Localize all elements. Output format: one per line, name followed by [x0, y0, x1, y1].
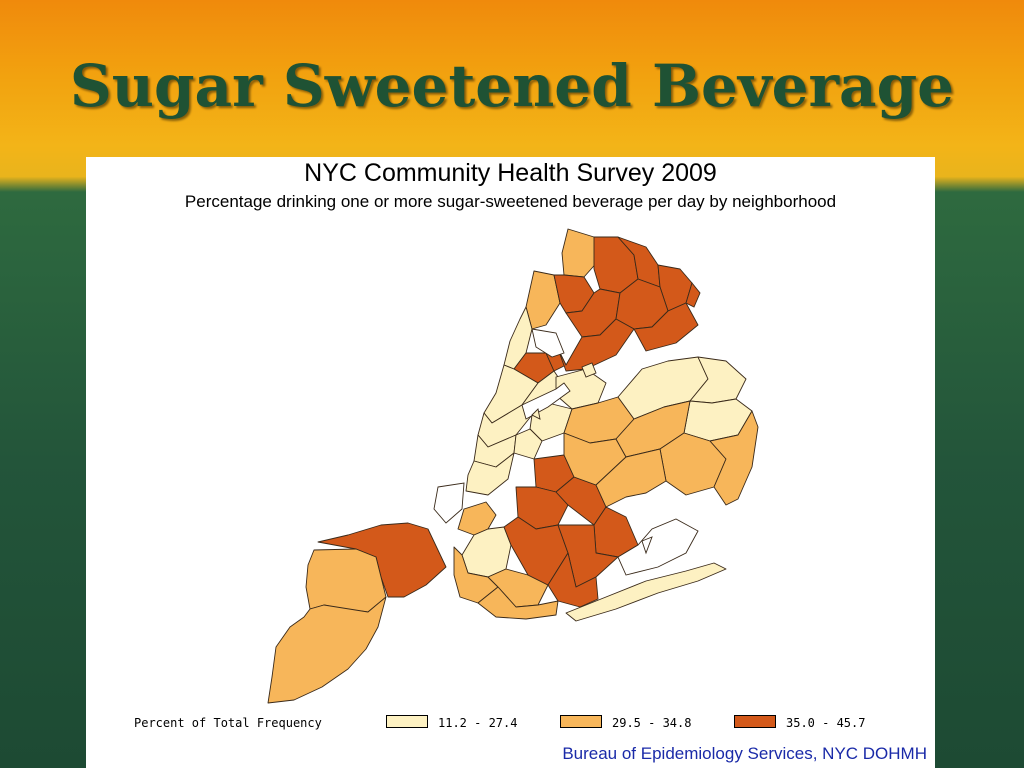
region-queens-sunnyside	[513, 428, 543, 460]
legend-label-mid: 29.5 - 34.8	[612, 716, 692, 730]
map-title: NYC Community Health Survey 2009	[304, 159, 717, 187]
region-roosevelt-island	[531, 408, 541, 420]
region-rikers-island	[581, 362, 597, 378]
water-marsh-islands	[641, 536, 653, 555]
legend-title: Percent of Total Frequency	[134, 716, 322, 730]
water-harlem-river	[531, 328, 565, 358]
region-bronx-south	[557, 318, 635, 372]
legend-item-high: 35.0 - 45.7	[734, 715, 865, 730]
region-staten-island-south	[267, 596, 387, 704]
region-city-island	[685, 282, 701, 308]
water-upper-bay	[433, 482, 465, 524]
source-credit: Bureau of Epidemiology Services, NYC DOH…	[562, 744, 927, 763]
legend-item-low: 11.2 - 27.4	[386, 715, 517, 730]
legend-swatch-low	[386, 715, 428, 728]
region-brooklyn-flatlands	[547, 552, 599, 608]
map-figure: NYC Community Health Survey 2009 Percent…	[86, 157, 935, 768]
region-queens-southeast	[709, 410, 759, 506]
map-subtitle: Percentage drinking one or more sugar-sw…	[184, 192, 837, 211]
legend-label-high: 35.0 - 45.7	[786, 716, 866, 730]
region-manhattan-lower	[465, 452, 515, 496]
legend-item-mid: 29.5 - 34.8	[560, 715, 691, 730]
legend-swatch-mid	[560, 715, 602, 728]
region-bronx-soundview	[633, 302, 699, 352]
water-east-river	[521, 382, 571, 420]
water-jamaica-bay	[617, 518, 699, 576]
region-queens-howard-beach	[595, 448, 667, 508]
slide-title: Sugar Sweetened Beverage	[69, 52, 955, 120]
region-queens-rockaway	[565, 562, 727, 622]
region-staten-island-north	[305, 548, 387, 613]
legend-label-low: 11.2 - 27.4	[438, 716, 518, 730]
nyc-choropleth-map	[267, 228, 759, 704]
region-brooklyn-sunset-park	[461, 526, 512, 578]
region-brooklyn-coney-island	[477, 586, 559, 620]
legend-swatch-high	[734, 715, 776, 728]
